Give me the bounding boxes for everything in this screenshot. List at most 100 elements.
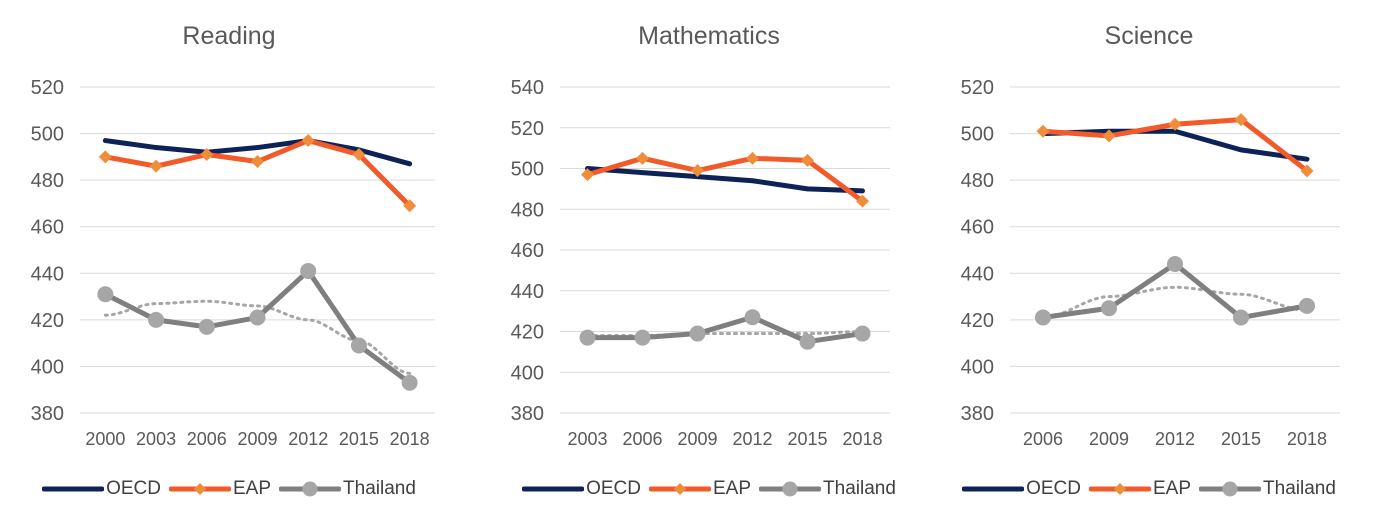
y-tick-label: 400 xyxy=(511,362,544,384)
data-point-thailand xyxy=(402,375,418,391)
data-point-thailand xyxy=(1299,298,1315,314)
legend-diamond-icon xyxy=(1114,483,1126,495)
chart-panel-science: Science 380 400 420 440 460 480 500 520 2006 2009 2… xyxy=(920,0,1376,521)
y-tick-label: 440 xyxy=(511,281,544,303)
chart-svg: 3804004204404604805005202006 2009 2012 2015… xyxy=(920,0,1376,470)
data-point-thailand xyxy=(199,319,215,335)
legend-item-eap: EAP xyxy=(649,478,751,500)
y-tick-label: 420 xyxy=(511,322,544,344)
legend-swatch-icon xyxy=(1089,479,1151,499)
x-tick-label: 2006 xyxy=(1023,429,1063,449)
legend-item-thailand: Thailand xyxy=(759,478,896,500)
data-point-thailand xyxy=(148,312,164,328)
chart-svg: 380 400 420 440 460 480 500 520 2000 2003 2006 2009… xyxy=(0,0,458,470)
legend-item-oecd: OECD xyxy=(522,478,641,500)
legend-item-eap: EAP xyxy=(1089,478,1191,500)
chart-panel-reading: Reading 380 400 420 440 460 480 500 520 2000 2003 2… xyxy=(0,0,458,521)
legend-swatch-icon xyxy=(1199,479,1261,499)
x-tick-label: 2009 xyxy=(1089,429,1129,449)
data-point-eap xyxy=(636,152,649,165)
legend-label: OECD xyxy=(586,478,641,500)
data-point-thailand xyxy=(1167,256,1183,272)
y-tick-label: 400 xyxy=(31,356,64,378)
data-point-thailand xyxy=(1101,300,1117,316)
y-tick-label: 480 xyxy=(961,170,994,192)
data-point-eap xyxy=(150,160,163,173)
x-tick-label: 2003 xyxy=(567,429,607,449)
legend-circle-icon xyxy=(1223,482,1238,497)
x-tick-label: 2000 xyxy=(85,429,125,449)
y-tick-label: 380 xyxy=(961,403,994,425)
legend-swatch-icon xyxy=(759,479,821,499)
legend-item-oecd: OECD xyxy=(42,478,161,500)
chart-panel-mathematics: Mathematics 380 400 420 440 460 480 500 520 540 20… xyxy=(480,0,938,521)
legend-label: EAP xyxy=(713,478,751,500)
y-tick-label: 480 xyxy=(511,199,544,221)
y-tick-label: 500 xyxy=(961,124,994,146)
data-point-eap xyxy=(99,150,112,163)
data-point-thailand xyxy=(635,330,651,346)
y-tick-label: 520 xyxy=(511,118,544,140)
y-tick-label: 520 xyxy=(961,77,994,99)
y-tick-label: 380 xyxy=(31,403,64,425)
trendline-thailand xyxy=(588,332,863,336)
legend-label: Thailand xyxy=(343,478,416,500)
legend-circle-icon xyxy=(303,482,318,497)
y-tick-label: 480 xyxy=(31,170,64,192)
legend-swatch-icon xyxy=(169,479,231,499)
legend-label: EAP xyxy=(233,478,271,500)
series-line-thailand xyxy=(1043,264,1307,318)
x-tick-label: 2012 xyxy=(288,429,328,449)
data-point-thailand xyxy=(300,263,316,279)
legend-label: EAP xyxy=(1153,478,1191,500)
x-tick-label: 2018 xyxy=(842,429,882,449)
y-tick-label: 500 xyxy=(31,124,64,146)
legend-swatch-icon xyxy=(962,479,1024,499)
y-tick-label: 440 xyxy=(31,263,64,285)
data-point-thailand xyxy=(1233,310,1249,326)
y-tick-label: 460 xyxy=(31,217,64,239)
x-tick-label: 2003 xyxy=(136,429,176,449)
x-tick-label: 2018 xyxy=(1287,429,1327,449)
x-tick-label: 2012 xyxy=(732,429,772,449)
y-tick-label: 440 xyxy=(961,263,994,285)
x-tick-label: 2012 xyxy=(1155,429,1195,449)
y-tick-label: 380 xyxy=(511,403,544,425)
y-tick-label: 460 xyxy=(511,240,544,262)
data-point-thailand xyxy=(580,330,596,346)
series-line-thailand xyxy=(588,317,863,341)
chart-svg: 380 400 420 440 460 480 500 520 540 2003 2006 2009 2… xyxy=(480,0,938,470)
legend-item-eap: EAP xyxy=(169,478,271,500)
legend-circle-icon xyxy=(783,482,798,497)
data-point-thailand xyxy=(250,310,266,326)
data-point-eap xyxy=(746,152,759,165)
data-point-thailand xyxy=(351,337,367,353)
legend-item-oecd: OECD xyxy=(962,478,1081,500)
data-point-thailand xyxy=(745,309,761,325)
legend-swatch-icon xyxy=(649,479,711,499)
y-tick-label: 420 xyxy=(31,310,64,332)
data-point-thailand xyxy=(690,326,706,342)
data-point-thailand xyxy=(855,326,871,342)
legend-swatch-icon xyxy=(522,479,584,499)
legend-label: OECD xyxy=(106,478,161,500)
series-thailand xyxy=(97,263,417,391)
chart-legend: OECD EAP Thailand xyxy=(0,478,458,500)
x-tick-label: 2006 xyxy=(187,429,227,449)
y-tick-label: 520 xyxy=(31,77,64,99)
x-tick-label: 2015 xyxy=(339,429,379,449)
x-tick-label: 2015 xyxy=(787,429,827,449)
y-tick-label: 540 xyxy=(511,77,544,99)
chart-legend: OECD EAP Thailand xyxy=(480,478,938,500)
y-tick-label: 460 xyxy=(961,217,994,239)
series-thailand xyxy=(1035,256,1315,326)
y-tick-label: 400 xyxy=(961,356,994,378)
chart-legend: OECD EAP Thailand xyxy=(920,478,1376,500)
data-point-thailand xyxy=(97,286,113,302)
legend-label: OECD xyxy=(1026,478,1081,500)
data-point-thailand xyxy=(800,334,816,350)
legend-swatch-icon xyxy=(42,479,104,499)
legend-label: Thailand xyxy=(1263,478,1336,500)
legend-diamond-icon xyxy=(194,483,206,495)
y-tick-label: 500 xyxy=(511,159,544,181)
